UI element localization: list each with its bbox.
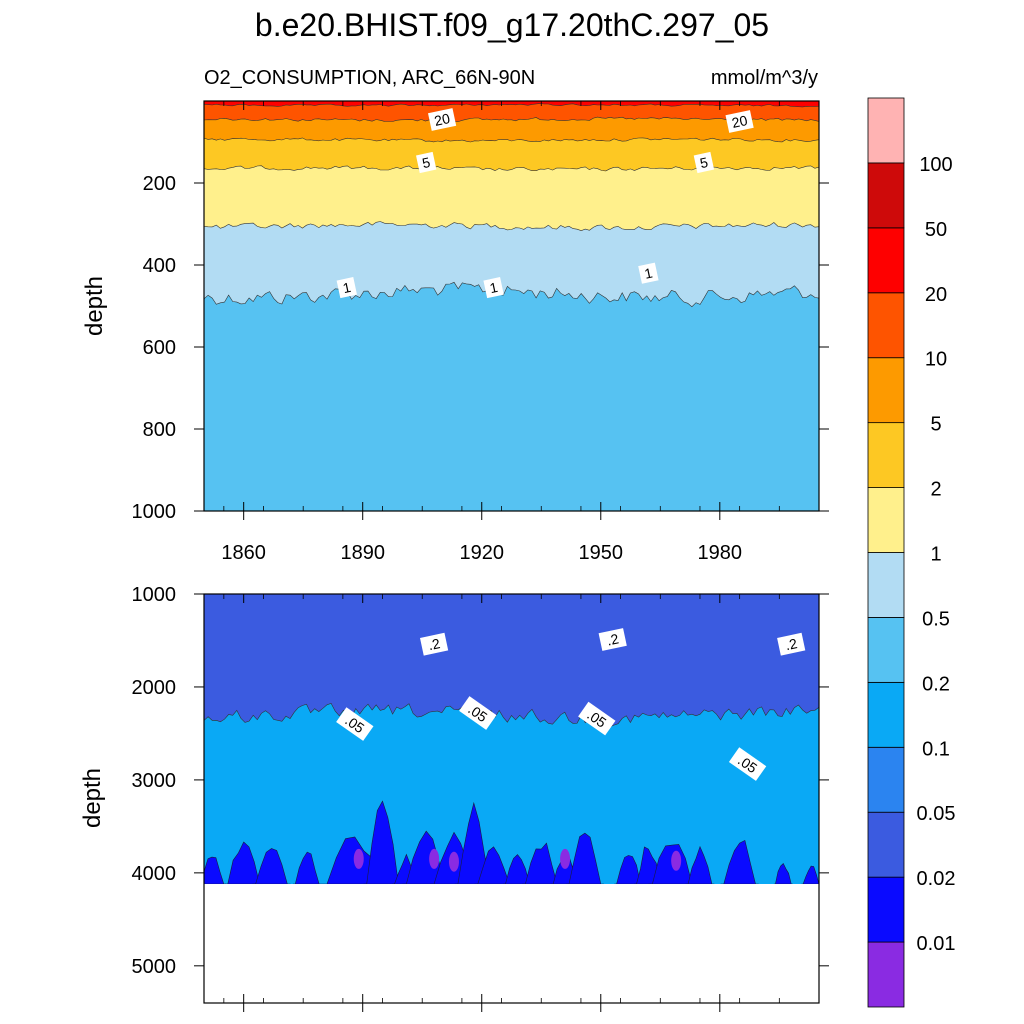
upper-contour-label-6: 1 [638,262,659,284]
deep-patch-19 [720,839,759,885]
lower-contour-label-0: .2 [420,632,449,656]
colorbar-label: 100 [919,154,952,176]
y-tick-label: 4000 [132,863,177,885]
colorbar-box-1 [867,876,905,943]
colorbar-box-10 [867,292,905,359]
colorbar-label: 0.1 [922,738,950,760]
deep-patch-21 [801,865,819,885]
y-tick-label: 2000 [132,677,177,699]
y-tick-label: 1000 [132,584,177,606]
y-tick-label: 5000 [132,956,177,978]
colorbar-label: 10 [925,349,947,371]
upper-contour-band-6 [204,101,819,108]
svg-text:20: 20 [433,110,452,129]
colorbar: 0.01 0.02 0.05 0.1 0.2 0.5 1 2 5 10 20 50 100 [867,97,956,1008]
colorbar-box-13 [867,97,905,164]
upper-contour-label-5: 1 [483,277,504,299]
y-tick-label: 200 [143,173,176,195]
upper-contour-label-0: 20 [428,108,457,131]
deep-patch-2 [252,848,291,885]
upper-plot-frame [203,100,820,512]
y-tick-label: 3000 [132,770,177,792]
upper-y-axis-label: depth [81,276,108,336]
x-tick-label: 1980 [698,542,743,564]
colorbar-label: 5 [930,414,941,436]
colorbar-label: 0.2 [922,673,950,695]
y-tick-label: 600 [143,337,176,359]
colorbar-box-2 [867,811,905,878]
purple-patch-1 [429,848,440,869]
colorbar-label: 0.01 [917,933,956,955]
svg-text:20: 20 [730,112,749,131]
x-tick-label: 1890 [340,542,385,564]
colorbar-label: 20 [925,284,947,306]
upper-contour-band-5 [204,101,819,122]
lower-plot-frame [203,593,820,1004]
deep-patch-3 [292,851,322,885]
colorbar-box-12 [867,162,905,229]
lower-contour-label-1: .2 [598,628,627,651]
colorbar-label: 0.02 [917,868,956,890]
colorbar-box-9 [867,357,905,424]
purple-patch-3 [560,848,571,869]
colorbar-label: 0.05 [917,803,956,825]
upper-contour-label-1: 20 [725,110,754,133]
variable-label: O2_CONSUMPTION, ARC_66N-90N [204,67,535,89]
lower-contour-band-2 [204,594,819,728]
deep-patch-18 [685,845,715,885]
colorbar-box-8 [867,422,905,488]
x-tick-label: 1860 [221,542,266,564]
upper-contour-label-3: 5 [693,151,715,174]
colorbar-label: 50 [925,219,947,241]
svg-text:.2: .2 [784,635,799,653]
figure-title: b.e20.BHIST.f09_g17.20thC.297_05 [255,7,769,43]
purple-patch-4 [671,850,682,871]
colorbar-label: 0.5 [922,608,950,630]
colorbar-label: 1 [930,544,941,566]
svg-text:.2: .2 [605,630,620,648]
colorbar-label: 2 [930,479,941,501]
svg-text:1: 1 [643,265,654,282]
upper-panel: 20 20 5 5 1 1 1 1860 1890 1920 1950 1980 200 400 600 8… [81,100,829,564]
y-tick-label: 800 [143,419,176,441]
purple-patch-2 [448,851,459,872]
lower-contour-label-2: .2 [777,632,806,656]
upper-contour-label-4: 1 [336,277,357,299]
x-tick-label: 1950 [579,542,624,564]
svg-text:5: 5 [421,154,432,171]
y-tick-label: 400 [143,255,176,277]
colorbar-box-7 [867,487,905,553]
svg-text:5: 5 [698,154,709,171]
deep-patch-20 [773,863,793,885]
x-tick-label: 1920 [459,542,504,564]
colorbar-box-11 [867,227,905,294]
y-tick-label: 1000 [132,501,177,523]
deep-patch-14 [565,832,604,885]
colorbar-box-6 [867,552,905,618]
colorbar-box-3 [867,746,905,813]
lower-panel: .2.2.2.05.05.05.05 10002000300040005000 … [79,584,829,1012]
units-label: mmol/m^3/y [711,67,818,89]
lower-y-axis-label: depth [79,768,106,828]
svg-text:.2: .2 [427,635,442,653]
svg-text:1: 1 [341,279,352,296]
upper-contour-label-2: 5 [416,151,437,174]
svg-text:1: 1 [488,279,499,296]
colorbar-box-4 [867,681,905,748]
colorbar-box-5 [867,617,905,683]
purple-patch-0 [353,848,364,869]
no-data-region [204,884,819,1003]
colorbar-box-0 [867,941,905,1008]
